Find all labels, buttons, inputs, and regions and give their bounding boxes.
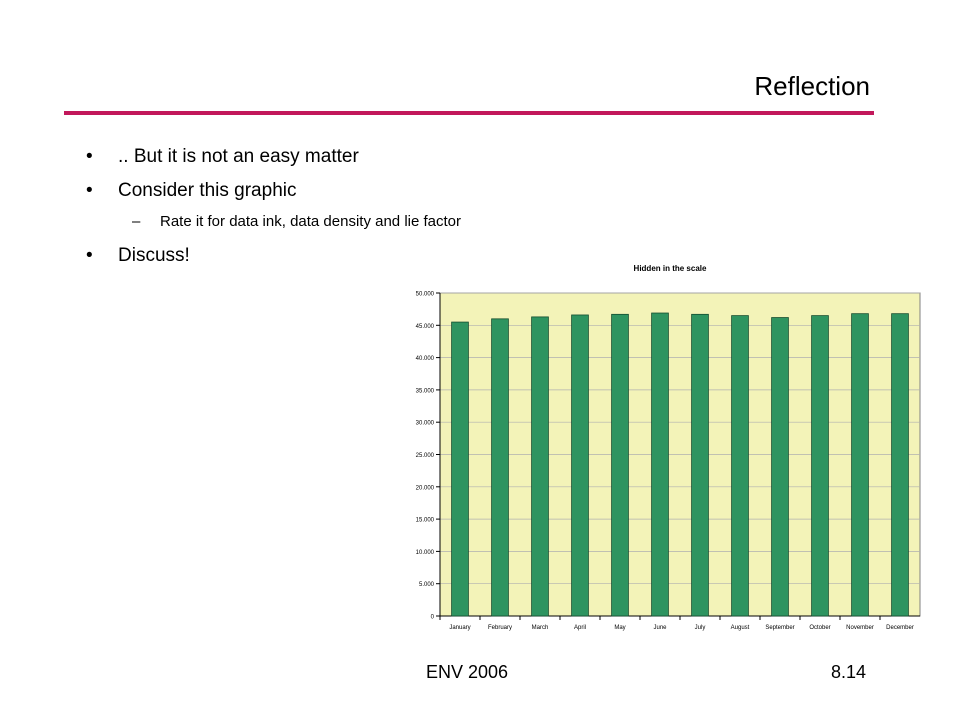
bar-chart-svg: Hidden in the scale 0 5.000 10.000 15.000 20.…	[416, 264, 921, 631]
bar	[891, 313, 909, 617]
bullet-text: Discuss!	[118, 245, 190, 266]
y-tick-label: 35.000	[416, 388, 435, 394]
y-tick-label: 0	[431, 615, 435, 621]
bar	[851, 313, 869, 617]
sub-bullet-text: Rate it for data ink, data density and l…	[160, 213, 462, 230]
y-tick-label: 25.000	[416, 453, 435, 459]
x-tick-label: January	[449, 625, 470, 631]
bullet-text: .. But it is not an easy matter	[118, 146, 359, 167]
bar	[491, 318, 509, 617]
bullet-marker: •	[86, 245, 93, 266]
x-tick-label: October	[809, 625, 830, 631]
footer-course: ENV 2006	[426, 662, 509, 682]
sub-bullet-item: – Rate it for data ink, data density and…	[84, 211, 504, 232]
bar	[451, 321, 469, 617]
x-tick-label: May	[614, 625, 625, 631]
bar	[651, 312, 669, 617]
bar	[691, 313, 709, 617]
sub-bullet-marker: –	[132, 213, 141, 230]
bar	[811, 315, 829, 617]
bar	[611, 313, 629, 617]
x-tick-label: December	[886, 625, 914, 631]
bar	[771, 317, 789, 617]
x-tick-label: March	[532, 625, 549, 631]
slide-title: Reflection	[754, 71, 870, 101]
title-underline	[64, 111, 874, 115]
chart-title: Hidden in the scale	[634, 264, 707, 273]
y-tick-label: 50.000	[416, 292, 435, 298]
y-tick-label: 5.000	[419, 582, 435, 588]
bullet-text: Consider this graphic	[118, 180, 297, 201]
x-tick-label: July	[695, 625, 706, 631]
x-tick-label: September	[765, 625, 794, 631]
footer-page-number: 8.14	[830, 662, 866, 682]
bullet-item: • .. But it is not an easy matter	[84, 145, 504, 169]
bar	[571, 314, 589, 617]
bullet-marker: •	[86, 180, 93, 201]
bullet-item: • Consider this graphic	[84, 179, 504, 203]
x-tick-label: August	[731, 625, 750, 631]
y-tick-label: 30.000	[416, 421, 435, 427]
x-tick-label: February	[488, 625, 512, 631]
x-tick-label: April	[574, 625, 586, 631]
y-tick-label: 45.000	[416, 324, 435, 330]
bar	[531, 316, 549, 617]
y-tick-label: 40.000	[416, 356, 435, 362]
y-tick-label: 20.000	[416, 485, 435, 491]
y-tick-label: 15.000	[416, 518, 435, 524]
y-tick-label: 10.000	[416, 550, 435, 556]
x-tick-label: November	[846, 625, 874, 631]
bullet-list: • .. But it is not an easy matter • Cons…	[84, 145, 504, 278]
bullet-marker: •	[86, 146, 93, 167]
bar	[731, 315, 749, 617]
bar-chart: Hidden in the scale 0 5.000 10.000 15.000 20.…	[390, 255, 930, 635]
x-tick-label: June	[653, 625, 667, 631]
bullet-item: • Discuss!	[84, 244, 504, 268]
